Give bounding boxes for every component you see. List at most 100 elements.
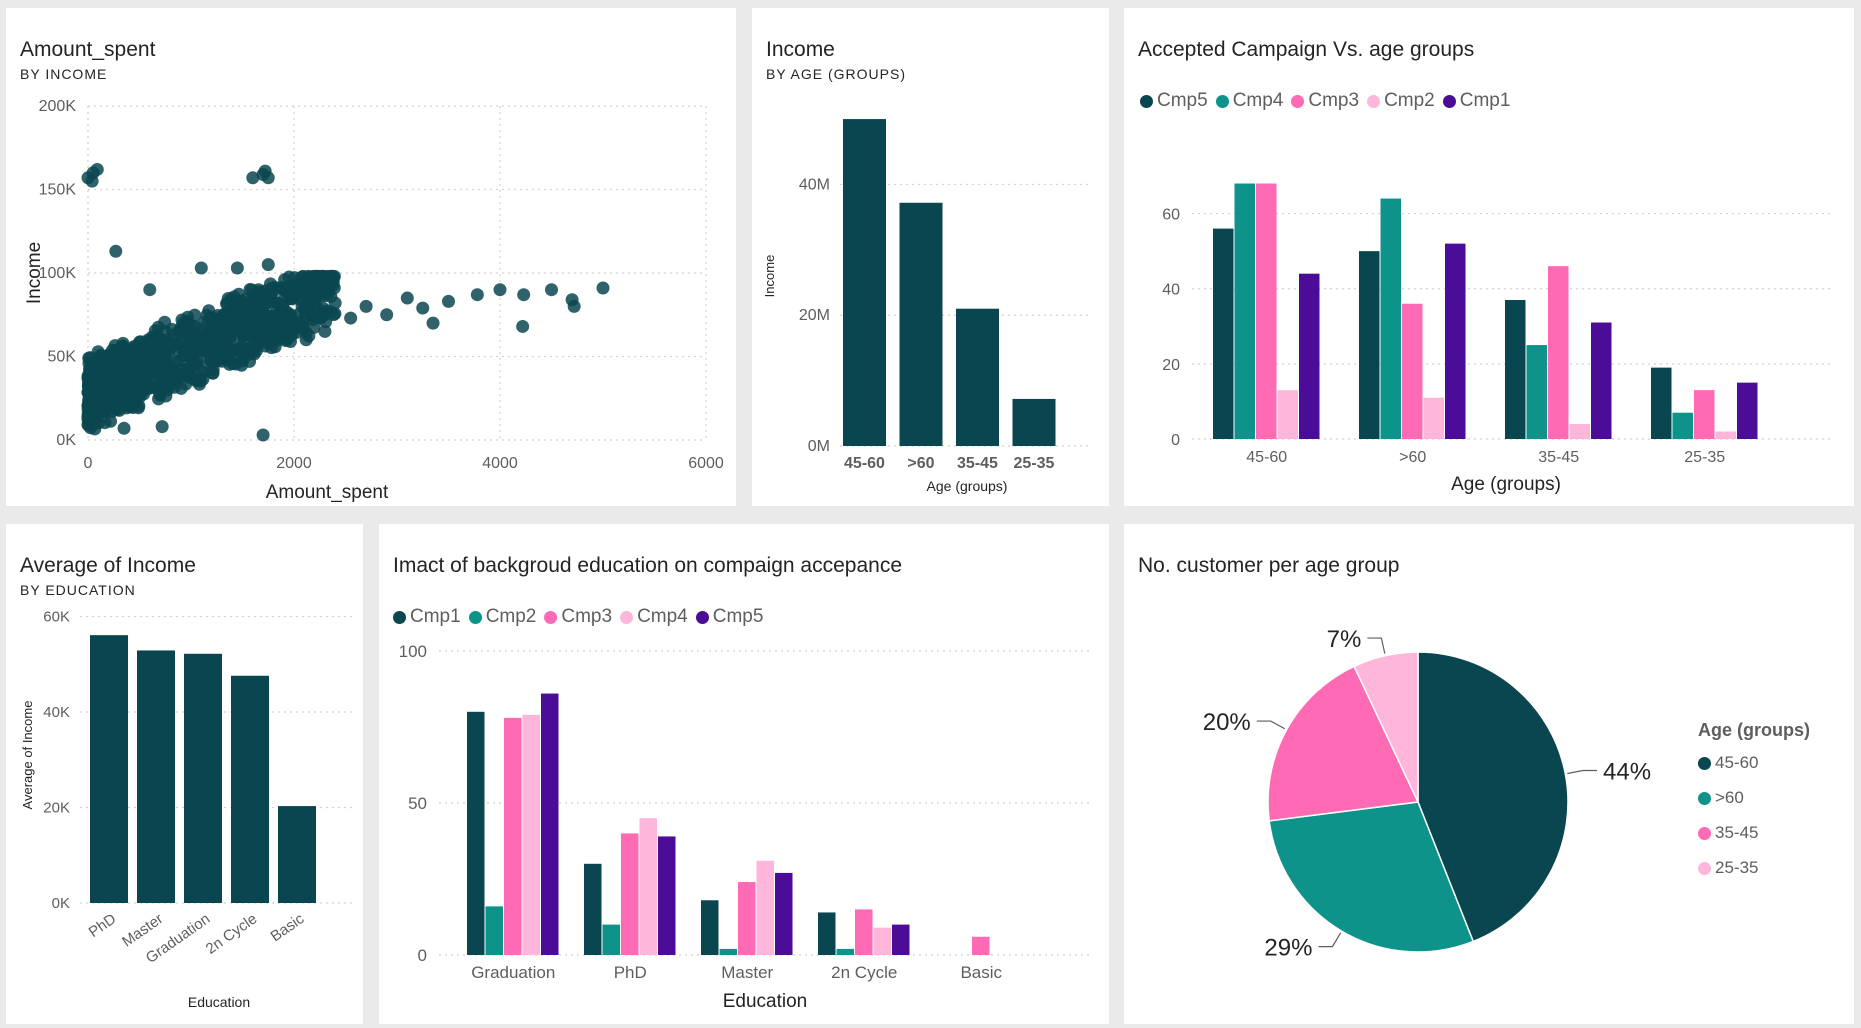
pie-card[interactable]: No. customer per age group 44% 29% 20% 7% A… [1124, 524, 1854, 1024]
pie-leader-line [1256, 720, 1286, 730]
bar [1694, 390, 1715, 439]
campaign-age-title: Accepted Campaign Vs. age groups [1138, 38, 1475, 61]
pie-slice [1353, 651, 1419, 803]
scatter-point [311, 269, 325, 283]
scatter-point [238, 314, 252, 328]
scatter-point [83, 400, 97, 414]
bar [467, 711, 485, 955]
scatter-point [256, 428, 270, 442]
x-tick-label: Master [721, 963, 773, 982]
legend-label: Cmp2 [1384, 90, 1435, 111]
legend-swatch [1698, 861, 1711, 875]
scatter-point [97, 404, 111, 418]
pie-chart[interactable]: 44% 29% 20% 7% [1124, 524, 1854, 1024]
scatter-point [143, 283, 157, 297]
campaign-edu-chart[interactable]: 0 50 100 Graduation PhD Master 2n Cycle Basic Ed… [379, 524, 1109, 1024]
x-tick-label: 2n Cycle [203, 910, 261, 957]
bar [541, 693, 559, 955]
scatter-point [292, 277, 306, 291]
campaign-edu-card[interactable]: Imact of backgroud education on compaign… [379, 524, 1109, 1024]
scatter-point [327, 308, 341, 322]
bar [1591, 322, 1612, 439]
y-tick-label: 0 [418, 946, 427, 965]
pie-leader-line [1367, 637, 1386, 654]
legend-swatch [1215, 94, 1229, 108]
y-axis-title: Income [762, 255, 777, 298]
scatter-point [261, 171, 275, 185]
scatter-point [157, 336, 171, 350]
scatter-point [183, 370, 197, 384]
pie-slice [1268, 801, 1475, 953]
x-tick-label: >60 [907, 455, 934, 472]
pie-slice [1417, 651, 1569, 943]
scatter-point [274, 281, 288, 295]
bar [1445, 243, 1466, 439]
x-tick-label: 0 [84, 455, 93, 472]
bar [584, 863, 602, 955]
y-tick-label: 40M [799, 176, 830, 193]
legend-label: Cmp4 [1232, 90, 1284, 111]
bar [1402, 303, 1423, 439]
legend-item[interactable]: 45-60 [1698, 753, 1810, 773]
x-tick-label: Basic [267, 910, 307, 945]
campaign-age-chart[interactable]: 0 20 40 60 45-60 >60 35-45 25-35 Age (groups) [1124, 8, 1854, 506]
scatter-point [111, 378, 125, 392]
scatter-point [242, 342, 256, 356]
scatter-point [246, 171, 260, 185]
campaign-edu-title: Imact of backgroud education on compaign… [393, 554, 902, 577]
y-tick-label: 60K [43, 609, 70, 626]
scatter-point [126, 345, 140, 359]
scatter-point [113, 347, 127, 361]
scatter-point [318, 324, 332, 338]
scatter-point [112, 403, 126, 417]
scatter-card[interactable]: Amount_spent BY INCOME 0K 50K 100K 150K 200K… [6, 8, 736, 506]
bar [1277, 390, 1298, 439]
x-tick-label: Graduation [471, 963, 555, 982]
legend-item[interactable]: Cmp1 [1442, 90, 1510, 112]
bar [504, 717, 522, 955]
legend-item[interactable]: 25-35 [1698, 858, 1810, 878]
pie-legend[interactable]: Age (groups) 45-60 >60 35-45 25-35 [1698, 720, 1810, 893]
scatter-point [567, 299, 581, 313]
scatter-point [316, 305, 330, 319]
legend-label: Cmp1 [410, 606, 461, 627]
legend-item[interactable]: Cmp3 [1291, 90, 1359, 112]
y-tick-label: 150K [39, 182, 77, 199]
y-tick-label: 20M [799, 307, 830, 324]
scatter-point [426, 316, 440, 330]
scatter-point [92, 350, 106, 364]
campaign-edu-legend[interactable]: Cmp1 Cmp2 Cmp3 Cmp4 Cmp5 [393, 606, 763, 628]
legend-item[interactable]: Cmp1 [393, 606, 461, 628]
income-age-card[interactable]: Income BY AGE (GROUPS) 0M 20M 40M 45-60 >60 3… [752, 8, 1109, 506]
x-tick-label: 25-35 [1684, 449, 1725, 466]
scatter-point [176, 325, 190, 339]
legend-item[interactable]: Cmp2 [1367, 90, 1435, 112]
scatter-point [109, 244, 123, 258]
legend-item[interactable]: Cmp3 [544, 606, 612, 628]
bar [892, 924, 910, 955]
x-tick-label: Basic [960, 963, 1002, 982]
legend-item[interactable]: Cmp5 [1140, 90, 1208, 112]
campaign-age-legend[interactable]: Cmp5 Cmp4 Cmp3 Cmp2 Cmp1 [1140, 90, 1510, 112]
bar [855, 909, 873, 955]
scatter-subtitle: BY INCOME [20, 66, 108, 82]
x-tick-label: 35-45 [1538, 449, 1579, 466]
x-tick-label: 25-35 [1014, 455, 1055, 472]
income-edu-card[interactable]: Average of Income BY EDUCATION 0K 20K 40K 6… [6, 524, 363, 1024]
scatter-point [205, 352, 219, 366]
legend-item[interactable]: >60 [1698, 788, 1810, 808]
y-tick-label: 40K [43, 704, 70, 721]
legend-item[interactable]: Cmp4 [620, 606, 688, 628]
bar [1548, 266, 1569, 439]
legend-item[interactable]: 35-45 [1698, 823, 1810, 843]
legend-item[interactable]: Cmp4 [1215, 90, 1284, 112]
legend-swatch [1291, 94, 1305, 108]
x-tick-label: 4000 [482, 455, 518, 472]
legend-item[interactable]: Cmp5 [695, 606, 763, 628]
campaign-age-card[interactable]: Accepted Campaign Vs. age groups Cmp5 Cmp… [1124, 8, 1854, 506]
legend-label: Cmp3 [1308, 90, 1360, 111]
legend-item[interactable]: Cmp2 [468, 606, 536, 628]
